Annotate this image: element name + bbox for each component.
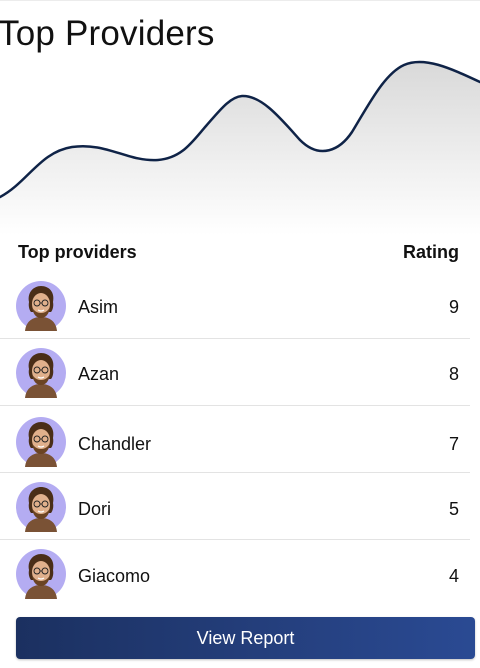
provider-name: Asim — [78, 297, 118, 317]
avatar-icon — [16, 417, 66, 467]
provider-name: Giacomo — [78, 566, 151, 586]
trend-chart — [0, 60, 480, 235]
provider-rating: 5 — [448, 499, 459, 519]
provider-name: Azan — [78, 364, 120, 384]
provider-row[interactable]: Dori 5 — [0, 473, 470, 540]
provider-name: Dori — [78, 499, 112, 519]
row-divider — [0, 472, 470, 473]
page-title: Top Providers — [0, 14, 215, 53]
provider-rating: 8 — [448, 364, 459, 384]
top-divider — [0, 0, 480, 1]
provider-row[interactable]: Giacomo 4 — [0, 540, 470, 607]
avatar-icon — [16, 281, 66, 331]
provider-rating: 7 — [448, 434, 459, 454]
provider-rating: 9 — [448, 297, 459, 317]
row-divider — [0, 338, 470, 339]
row-divider — [0, 405, 470, 406]
provider-row[interactable]: Asim 9 — [0, 272, 470, 339]
provider-row[interactable]: Chandler 7 — [0, 406, 470, 473]
column-title-rating: Rating — [403, 242, 459, 262]
provider-rating: 4 — [448, 566, 459, 586]
avatar-icon — [16, 482, 66, 532]
view-report-button[interactable]: View Report — [16, 617, 475, 659]
trend-area — [0, 61, 480, 235]
avatar-icon — [16, 348, 66, 398]
row-divider — [0, 539, 470, 540]
column-title-providers: Top providers — [18, 242, 137, 262]
provider-name: Chandler — [78, 434, 152, 454]
trend-line — [0, 60, 480, 199]
avatar-icon — [16, 549, 66, 599]
table-header: Top providers Rating — [18, 242, 459, 266]
provider-row[interactable]: Azan 8 — [0, 339, 470, 406]
